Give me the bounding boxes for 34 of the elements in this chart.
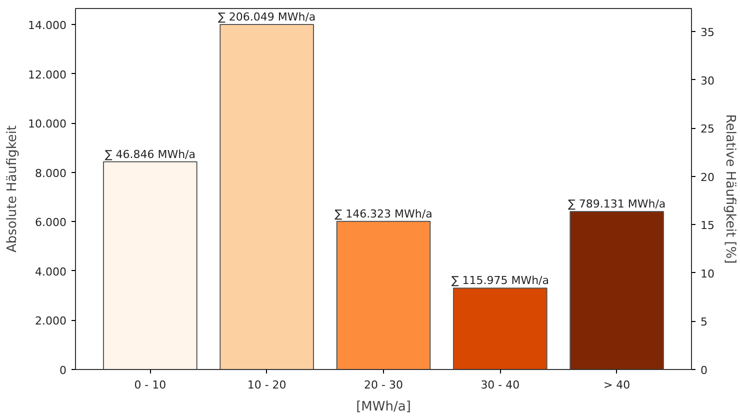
y-axis-title: Absolute Häufigkeit [5, 125, 20, 253]
y2-axis-title: Relative Häufigkeit [%] [722, 114, 738, 264]
y2-tick-label: 5 [700, 316, 708, 329]
y-tick-label: 4.000 [35, 265, 67, 278]
annotation: ∑ 789.131 MWh/a [568, 198, 666, 211]
y-tick-label: 6.000 [35, 216, 67, 230]
annotation: ∑ 206.049 MWh/a [218, 10, 316, 24]
y2-tick-label: 0 [700, 364, 708, 377]
y2-tick-label: 30 [700, 74, 714, 88]
x-tick-label: 0 - 10 [134, 378, 166, 392]
bar [336, 220, 431, 370]
x-tick-label: 10 - 20 [247, 378, 286, 392]
y2-tick-label: 20 [700, 170, 714, 184]
x-tick-label: 20 - 30 [364, 378, 403, 392]
y-tick-label: 0 [60, 364, 66, 377]
x-axis-title: [MWh/a] [356, 400, 411, 414]
bar [570, 211, 664, 370]
y2-tick-label: 10 [700, 267, 714, 280]
y2-tick-label: 25 [700, 122, 714, 136]
y-tick-label: 14.000 [28, 19, 67, 32]
x-tick-label: 30 - 40 [480, 378, 520, 392]
y-tick-label: 2.000 [35, 314, 67, 328]
y-tick-label: 8.000 [35, 166, 67, 180]
annotation: ∑ 146.323 MWh/a [334, 207, 432, 220]
y2-tick-label: 35 [700, 26, 714, 40]
annotation: ∑ 115.975 MWh/a [451, 274, 550, 288]
annotation: ∑ 46.846 MWh/a [104, 148, 196, 161]
bar [103, 161, 198, 370]
x-tick-label: > 40 [603, 378, 630, 392]
bar [220, 24, 314, 370]
y-tick-label: 10.000 [28, 118, 67, 131]
bar [453, 288, 548, 370]
y2-tick-label: 15 [700, 219, 714, 232]
y-tick-label: 12.000 [28, 68, 67, 82]
